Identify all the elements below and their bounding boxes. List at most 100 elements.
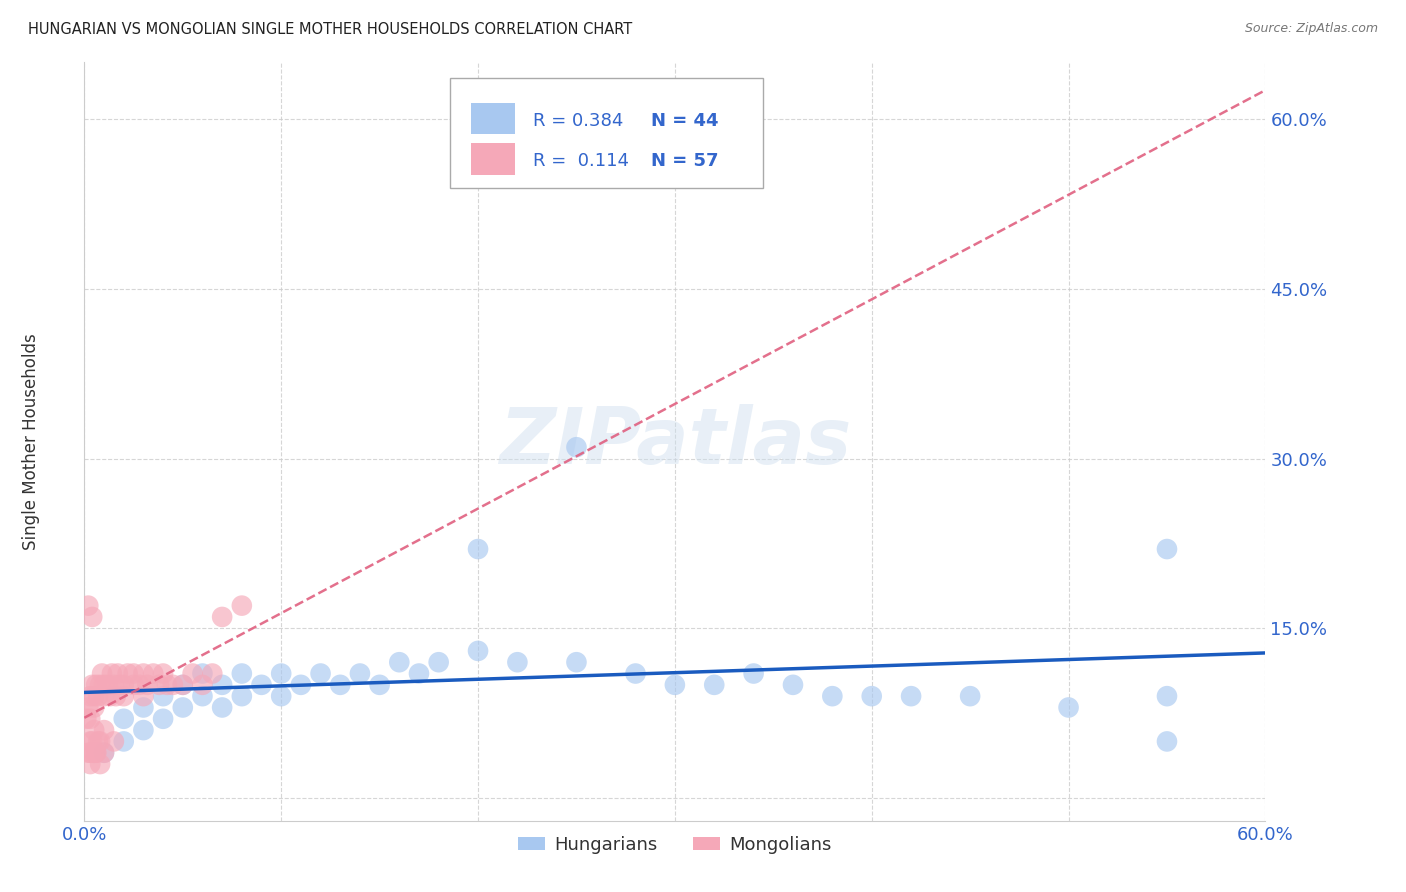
Point <box>93 678 115 692</box>
Point <box>79 689 101 703</box>
Point <box>368 678 391 692</box>
Point <box>565 655 588 669</box>
Bar <box>471 103 516 135</box>
Point <box>101 666 124 681</box>
Bar <box>471 143 516 175</box>
Text: ZIPatlas: ZIPatlas <box>499 403 851 480</box>
Point <box>84 746 107 760</box>
Point <box>122 678 145 692</box>
Point <box>108 678 131 692</box>
Point <box>1057 700 1080 714</box>
Point <box>250 678 273 692</box>
Legend: Hungarians, Mongolians: Hungarians, Mongolians <box>510 829 839 861</box>
Point <box>83 723 105 738</box>
Text: N = 44: N = 44 <box>651 112 718 130</box>
Point <box>107 666 129 681</box>
Point <box>89 734 111 748</box>
Point <box>211 678 233 692</box>
Point <box>77 746 100 760</box>
Point <box>83 689 105 703</box>
Point <box>122 666 145 681</box>
Point <box>156 678 179 692</box>
Point <box>103 678 125 692</box>
Point <box>565 440 588 454</box>
Point <box>112 678 135 692</box>
Point <box>84 678 107 692</box>
Point <box>117 666 139 681</box>
Point <box>148 678 170 692</box>
Point <box>664 678 686 692</box>
Point <box>79 757 101 772</box>
Point <box>98 689 121 703</box>
Point <box>782 678 804 692</box>
Point <box>79 746 101 760</box>
Point <box>89 757 111 772</box>
Text: HUNGARIAN VS MONGOLIAN SINGLE MOTHER HOUSEHOLDS CORRELATION CHART: HUNGARIAN VS MONGOLIAN SINGLE MOTHER HOU… <box>28 22 633 37</box>
Point <box>93 689 115 703</box>
Point <box>79 712 101 726</box>
Point <box>82 610 104 624</box>
Point <box>91 666 114 681</box>
Point <box>191 678 214 692</box>
Point <box>1156 734 1178 748</box>
Point <box>112 689 135 703</box>
Point <box>112 734 135 748</box>
Point <box>77 700 100 714</box>
Text: N = 57: N = 57 <box>651 152 718 170</box>
Point <box>181 666 204 681</box>
Point <box>467 644 489 658</box>
Point <box>231 599 253 613</box>
Point <box>821 689 844 703</box>
Point <box>349 666 371 681</box>
Point <box>270 666 292 681</box>
Point <box>75 712 97 726</box>
Point <box>1156 689 1178 703</box>
Point <box>201 666 224 681</box>
Point <box>104 689 127 703</box>
Point <box>152 666 174 681</box>
Point <box>82 678 104 692</box>
Point <box>290 678 312 692</box>
Point <box>132 666 155 681</box>
Text: R = 0.384: R = 0.384 <box>533 112 623 130</box>
Point <box>231 689 253 703</box>
Text: Single Mother Households: Single Mother Households <box>22 334 41 549</box>
FancyBboxPatch shape <box>450 78 763 187</box>
Point <box>467 542 489 557</box>
Point <box>132 700 155 714</box>
Point <box>172 678 194 692</box>
Point <box>900 689 922 703</box>
Point <box>77 599 100 613</box>
Point <box>112 712 135 726</box>
Point <box>132 689 155 703</box>
Point <box>93 723 115 738</box>
Point <box>427 655 450 669</box>
Point <box>93 746 115 760</box>
Point <box>93 746 115 760</box>
Point <box>83 700 105 714</box>
Point <box>79 734 101 748</box>
Point <box>142 666 165 681</box>
Point <box>84 746 107 760</box>
Point <box>97 678 120 692</box>
Point <box>624 666 647 681</box>
Point <box>860 689 883 703</box>
Point <box>191 666 214 681</box>
Point <box>309 666 332 681</box>
Point <box>152 712 174 726</box>
Point <box>388 655 411 669</box>
Point <box>211 700 233 714</box>
Point <box>152 689 174 703</box>
Point <box>211 610 233 624</box>
Point <box>89 678 111 692</box>
Point <box>1156 542 1178 557</box>
Point <box>172 678 194 692</box>
Point <box>128 678 150 692</box>
Point <box>742 666 765 681</box>
Point <box>83 746 105 760</box>
Point <box>959 689 981 703</box>
Point <box>231 666 253 681</box>
Point <box>408 666 430 681</box>
Point <box>82 734 104 748</box>
Point <box>132 723 155 738</box>
